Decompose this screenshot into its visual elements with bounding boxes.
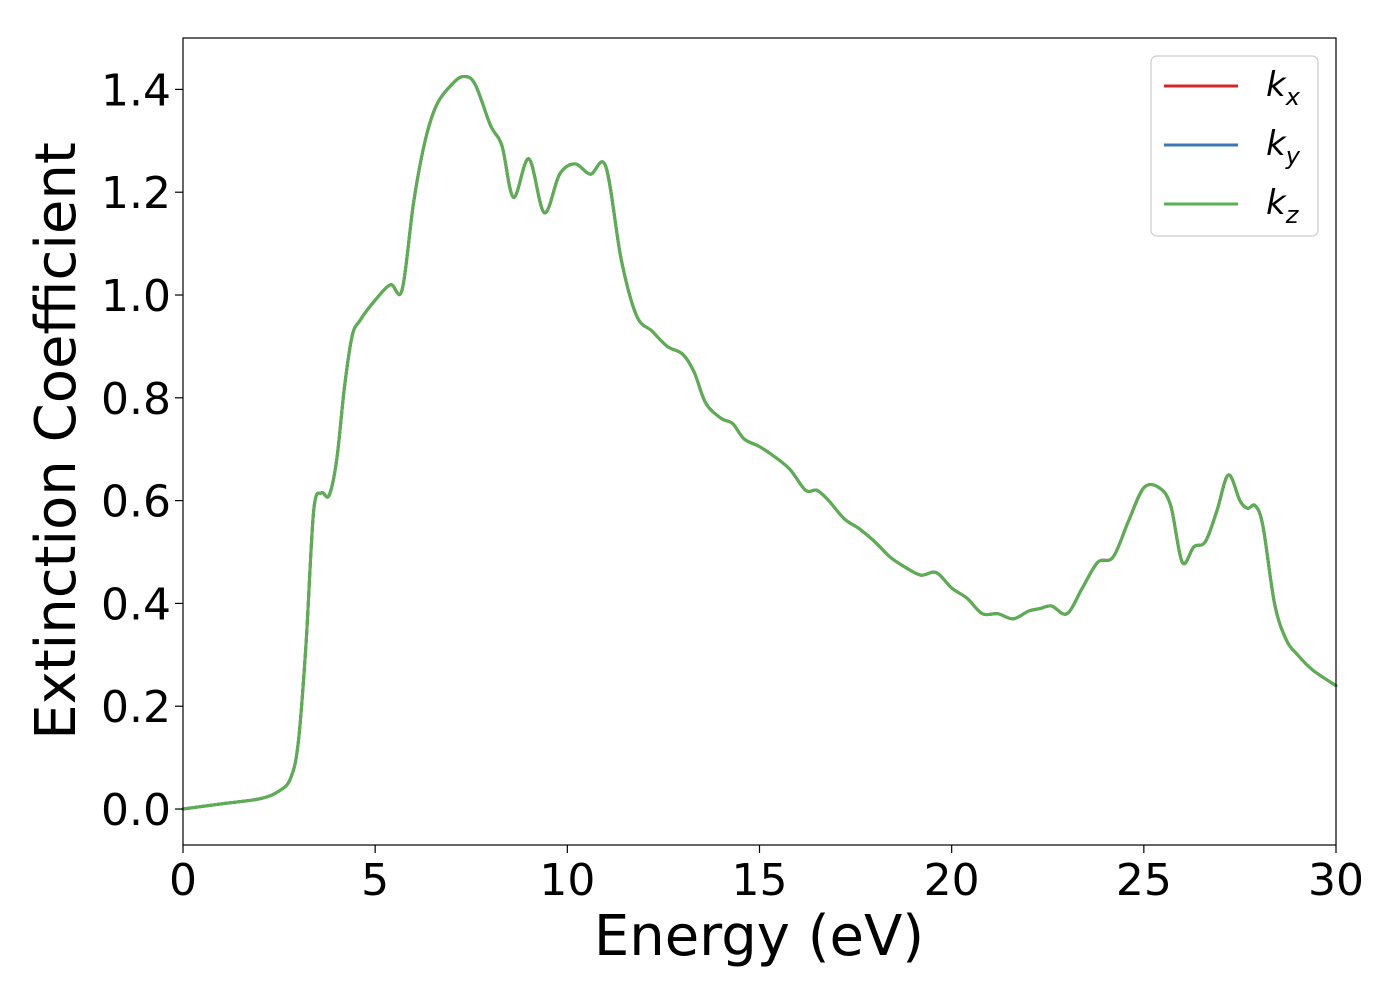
y-axis-label: Extinction Coefficient xyxy=(24,142,89,740)
y-tick-label: 0.2 xyxy=(101,682,171,733)
x-tick-label: 20 xyxy=(924,855,980,906)
legend-label-ky: ky xyxy=(1266,124,1301,170)
y-tick-label: 1.0 xyxy=(101,271,171,322)
legend-label-base: k xyxy=(1266,124,1287,164)
legend-label-subscript: x xyxy=(1285,83,1301,111)
x-tick-label: 5 xyxy=(361,855,389,906)
x-tick-label: 10 xyxy=(539,855,595,906)
y-axis-ticks: 0.0 0.2 0.4 0.6 0.8 1.0 1.2 1.4 xyxy=(101,65,183,836)
series-layer xyxy=(181,75,1338,811)
x-axis-label: Energy (eV) xyxy=(594,904,924,969)
series-line-kz xyxy=(181,75,1338,811)
y-tick-label: 0.8 xyxy=(101,374,171,425)
legend-label-kx: kx xyxy=(1266,65,1301,111)
x-tick-label: 30 xyxy=(1308,855,1364,906)
x-tick-label: 0 xyxy=(169,855,197,906)
y-tick-label: 0.0 xyxy=(101,785,171,836)
legend-label-base: k xyxy=(1266,183,1287,223)
y-tick-label: 1.2 xyxy=(101,168,171,219)
x-tick-label: 15 xyxy=(732,855,788,906)
legend-label-base: k xyxy=(1266,65,1287,105)
y-tick-label: 1.4 xyxy=(101,65,171,116)
x-axis-ticks: 0 5 10 15 20 25 30 xyxy=(169,845,1364,906)
legend-label-subscript: z xyxy=(1285,201,1300,229)
y-tick-label: 0.6 xyxy=(101,477,171,528)
y-tick-label: 0.4 xyxy=(101,579,171,630)
legend-label-subscript: y xyxy=(1285,142,1301,170)
legend-label-kz: kz xyxy=(1266,183,1300,229)
x-tick-label: 25 xyxy=(1116,855,1172,906)
